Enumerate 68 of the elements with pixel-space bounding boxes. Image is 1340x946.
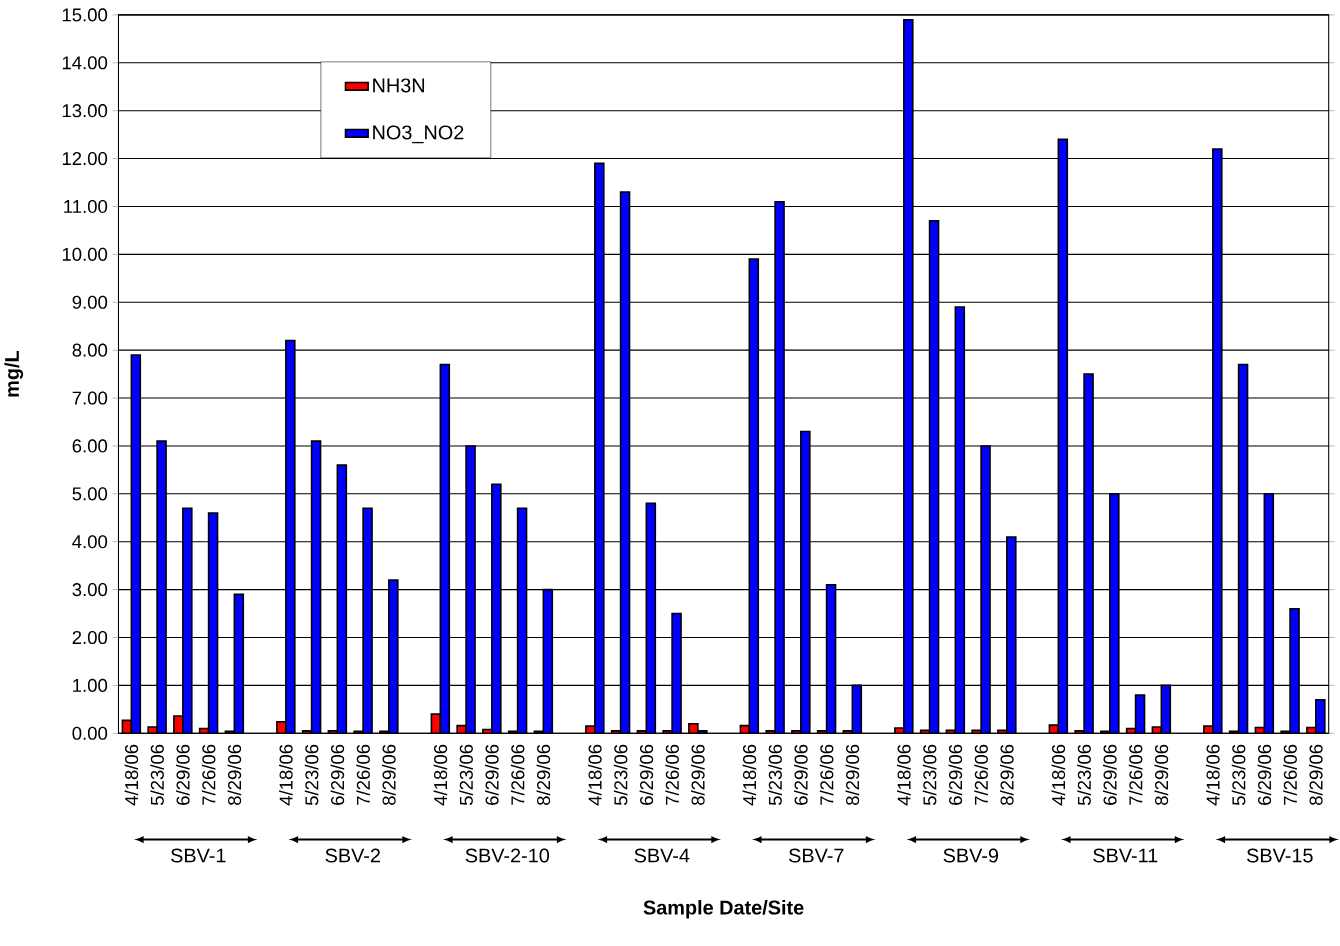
- y-tick-label: 10.00: [62, 247, 108, 261]
- x-tick-label: 6/29/06: [639, 744, 654, 805]
- text: SBV-2-10: [465, 848, 550, 863]
- y-tick-label: 13.00: [62, 104, 108, 118]
- x-tick-label: 7/26/06: [510, 744, 525, 805]
- y-tick-label: 11.00: [64, 199, 108, 214]
- x-tick-label: 5/23/06: [459, 744, 473, 806]
- y-tick-label: 6.00: [72, 439, 108, 453]
- y-tick-label: 14.00: [62, 56, 108, 70]
- x-tick-label: 7/26/06: [1283, 744, 1297, 805]
- text: SBV-4: [634, 848, 690, 863]
- text: SBV-11: [1093, 848, 1158, 863]
- x-tick-label: 8/29/06: [382, 744, 396, 806]
- text: SBV-1: [171, 848, 226, 863]
- x-tick-label: 6/29/06: [330, 744, 345, 805]
- x-tick-label: 7/26/06: [201, 744, 216, 805]
- y-tick-label: 9.00: [72, 295, 108, 309]
- x-tick-label: 8/29/06: [1154, 744, 1169, 806]
- x-tick-label: 6/29/06: [1103, 744, 1117, 805]
- x-tick-label: 7/26/06: [974, 744, 988, 805]
- x-tick-label: 5/23/06: [613, 744, 628, 806]
- x-tick-label: 8/29/06: [1000, 744, 1014, 806]
- text: SBV-9: [943, 848, 999, 863]
- y-tick-label: 4.00: [72, 535, 108, 549]
- y-tick-label: 12.00: [62, 152, 108, 166]
- x-tick-label: 7/26/06: [819, 744, 834, 805]
- y-tick-label: 8.00: [72, 343, 108, 357]
- text: SBV-7: [789, 848, 844, 863]
- text: SBV-15: [1246, 848, 1313, 863]
- x-tick-label: 5/23/06: [768, 744, 782, 806]
- y-axis-title: mg/L: [4, 350, 24, 397]
- x-tick-label: 6/29/06: [485, 744, 499, 805]
- x-tick-label: 8/29/06: [536, 744, 551, 806]
- x-tick-label: 6/29/06: [1257, 744, 1272, 805]
- text: SBV-2: [325, 848, 380, 863]
- legend-label: NO3_NO2: [373, 125, 464, 144]
- x-tick-label: 7/26/06: [1128, 744, 1143, 805]
- x-tick-label: 8/29/06: [227, 744, 242, 806]
- y-tick-label: 7.00: [72, 391, 108, 405]
- x-axis-title: Sample Date/Site: [643, 900, 804, 919]
- x-tick-label: 4/18/06: [279, 744, 293, 806]
- x-tick-label: 4/18/06: [742, 744, 757, 806]
- x-tick-label: 4/18/06: [897, 744, 911, 806]
- x-tick-label: 5/23/06: [150, 744, 164, 806]
- x-tick-label: 4/18/06: [124, 744, 139, 806]
- x-tick-label: 6/29/06: [948, 744, 963, 805]
- x-tick-label: 4/18/06: [433, 744, 448, 806]
- legend-label: NH3N: [373, 78, 425, 93]
- x-tick-label: 5/23/06: [304, 744, 319, 806]
- x-tick-label: 6/29/06: [794, 744, 808, 805]
- y-tick-label: 3.00: [72, 583, 108, 597]
- y-tick-label: 0.00: [72, 726, 108, 740]
- y-tick-label: 15.00: [62, 8, 108, 22]
- x-tick-label: 7/26/06: [665, 744, 679, 805]
- x-tick-label: 4/18/06: [1206, 744, 1220, 806]
- x-tick-label: 4/18/06: [588, 744, 602, 806]
- x-tick-label: 5/23/06: [922, 744, 937, 806]
- x-tick-label: 6/29/06: [176, 744, 190, 805]
- x-tick-label: 5/23/06: [1077, 744, 1091, 806]
- x-tick-label: 4/18/06: [1051, 744, 1066, 806]
- x-tick-label: 8/29/06: [845, 744, 860, 806]
- x-tick-label: 8/29/06: [1309, 744, 1323, 806]
- x-tick-label: 5/23/06: [1231, 744, 1246, 806]
- x-tick-label: 7/26/06: [356, 744, 370, 805]
- y-tick-label: 2.00: [72, 630, 108, 645]
- x-tick-label: 8/29/06: [691, 744, 705, 806]
- y-tick-label: 5.00: [72, 487, 108, 501]
- y-tick-label: 1.00: [73, 678, 108, 692]
